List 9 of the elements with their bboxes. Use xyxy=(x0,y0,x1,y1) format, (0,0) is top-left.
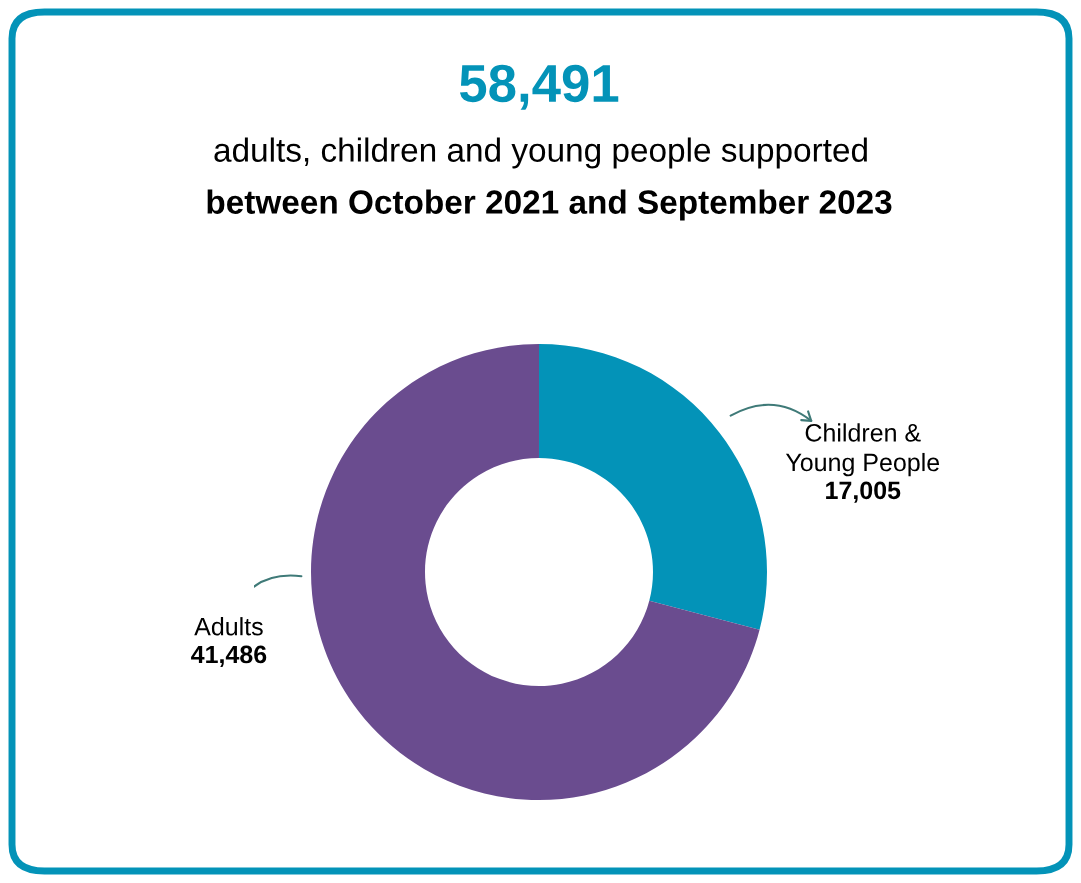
data-label: 41,486 xyxy=(191,645,267,667)
donut-slice xyxy=(311,344,760,800)
chart-subtitle: adults, children and young people supported xyxy=(214,137,867,169)
data-label: 17,005 xyxy=(826,481,901,503)
donut-slice xyxy=(539,344,767,630)
slice-label: Children & Young People xyxy=(785,423,940,477)
chart-title: 58,491 xyxy=(459,64,619,110)
text: between October 2021 and September 2023 xyxy=(207,189,892,221)
slice-label: Adults xyxy=(194,617,263,636)
